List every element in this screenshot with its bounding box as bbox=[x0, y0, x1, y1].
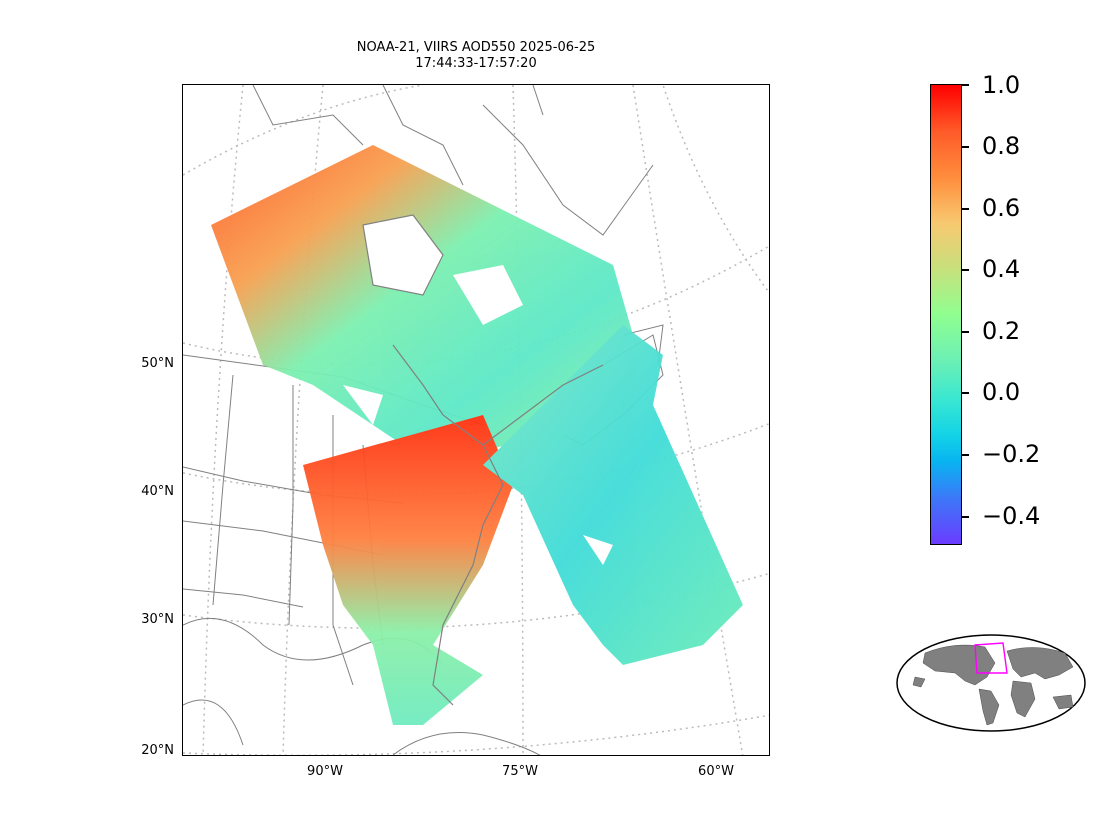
colorbar-label: 0.2 bbox=[982, 317, 1021, 345]
colorbar-label: 1.0 bbox=[982, 71, 1021, 99]
lon-label-90w: 90°W bbox=[307, 764, 343, 779]
coastline-overlay bbox=[362, 214, 604, 706]
swath-extent-box bbox=[974, 642, 1008, 674]
colorbar-tick bbox=[962, 208, 969, 210]
inset-globe bbox=[896, 634, 1086, 732]
colorbar-label: 0.0 bbox=[982, 378, 1021, 406]
colorbar-tick bbox=[962, 454, 969, 456]
colorbar-tick bbox=[962, 84, 969, 86]
swath-west-lower bbox=[303, 415, 513, 725]
colorbar-label: −0.2 bbox=[982, 440, 1041, 468]
inset-locator-map bbox=[895, 633, 1087, 733]
map-canvas bbox=[183, 85, 769, 755]
data-gaps bbox=[343, 215, 613, 565]
lat-label-30: 30°N bbox=[141, 612, 174, 627]
map-title-line1: NOAA-21, VIIRS AOD550 2025-06-25 bbox=[356, 40, 596, 55]
colorbar-tick bbox=[962, 392, 969, 394]
lon-label-60w: 60°W bbox=[698, 764, 734, 779]
colorbar-label: 0.6 bbox=[982, 194, 1021, 222]
lon-label-75w: 75°W bbox=[502, 764, 538, 779]
colorbar-label: −0.4 bbox=[982, 502, 1041, 530]
colorbar-label: 0.4 bbox=[982, 255, 1021, 283]
lat-label-20: 20°N bbox=[141, 743, 174, 758]
lat-label-40: 40°N bbox=[141, 484, 174, 499]
colorbar-label: 0.8 bbox=[982, 132, 1021, 160]
swath-west-upper bbox=[211, 145, 633, 465]
lat-label-50: 50°N bbox=[141, 356, 174, 371]
map-title-line2: 17:44:33-17:57:20 bbox=[415, 56, 537, 71]
colorbar-tick bbox=[962, 516, 969, 518]
map-panel bbox=[182, 84, 770, 756]
swath-east bbox=[483, 325, 743, 665]
colorbar-tick bbox=[962, 146, 969, 148]
colorbar-tick bbox=[962, 269, 969, 271]
colorbar-tick bbox=[962, 331, 969, 333]
aod-swaths bbox=[211, 145, 743, 725]
colorbar bbox=[930, 84, 962, 545]
